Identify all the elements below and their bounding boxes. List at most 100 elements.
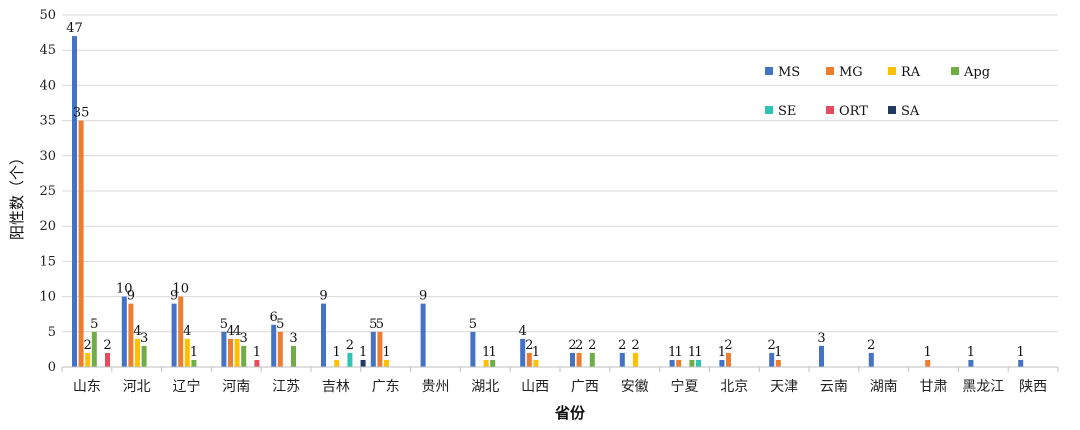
x-category-label: 贵州 (422, 379, 450, 395)
data-label: 5 (376, 317, 384, 332)
bar-mg (277, 331, 283, 367)
bar-ra (135, 338, 140, 367)
data-label: 1 (333, 345, 341, 360)
data-label: 1 (688, 345, 696, 360)
x-category-label: 陕西 (1019, 379, 1047, 395)
data-label: 1 (967, 345, 975, 360)
bar-mg (576, 352, 582, 367)
x-axis: 山东 河北 辽宁 河南 江苏 吉林 广东 贵州 湖北 山西 广西 安徽 宁夏 北京 天津 云南 湖南 甘肃 黑龙江陕… (61, 366, 1059, 395)
data-label: 2 (618, 338, 626, 353)
data-label: 3 (817, 331, 825, 346)
data-label: 1 (774, 345, 782, 360)
bars (72, 36, 1024, 368)
bar-apg (91, 331, 97, 367)
data-label: 4 (519, 324, 527, 339)
legend-swatch-sa (888, 106, 896, 114)
legend-swatch-mg (826, 67, 834, 75)
legend-swatch-ms (765, 67, 773, 75)
bar-mg (925, 359, 931, 367)
y-tick-label: 5 (48, 325, 56, 340)
x-category-label: 江苏 (272, 379, 300, 395)
data-label: 9 (127, 289, 135, 304)
data-label: 3 (240, 331, 248, 346)
legend-label-ra: RA (901, 65, 921, 80)
legend-swatch-apg (951, 67, 959, 75)
data-label: 1 (694, 345, 702, 360)
data-label: 10 (172, 282, 189, 297)
x-category-label: 山西 (521, 379, 549, 395)
bar-ms (619, 352, 625, 367)
x-axis-title: 省份 (554, 404, 586, 422)
bar-ra (334, 359, 340, 367)
bar-ms (819, 345, 824, 367)
data-label: 6 (270, 310, 278, 325)
data-label: 35 (73, 106, 90, 121)
bar-ra (533, 359, 539, 367)
bar-apg (689, 359, 695, 367)
data-label: 1 (382, 345, 390, 360)
legend-swatch-ort (826, 106, 834, 114)
data-label: 2 (103, 338, 111, 353)
bar-ms (221, 331, 227, 367)
data-label: 4 (233, 324, 241, 339)
x-category-label: 北京 (720, 379, 748, 395)
bar-mg (775, 359, 781, 367)
data-label: 9 (170, 289, 178, 304)
bar-apg (490, 359, 496, 367)
y-tick-label: 50 (39, 8, 56, 23)
bar-ms (719, 359, 725, 367)
data-label: 1 (532, 345, 540, 360)
data-label: 2 (724, 338, 732, 353)
bar-apg (291, 345, 296, 367)
bar-apg (191, 359, 197, 367)
data-label: 2 (768, 338, 776, 353)
data-label: 4 (183, 324, 191, 339)
bar-ms (470, 331, 476, 367)
bar-ms (868, 352, 874, 367)
data-label: 1 (359, 345, 367, 360)
x-category-label: 黑龙江 (962, 379, 1004, 395)
data-label: 1 (489, 345, 497, 360)
y-tick-label: 40 (39, 78, 56, 93)
data-label: 2 (84, 338, 92, 353)
y-axis-title: 阳性数（个） (8, 150, 26, 240)
x-category-label: 宁夏 (671, 378, 699, 395)
legend-swatch-ra (888, 67, 896, 75)
bar-ort (105, 352, 110, 367)
legend: MS MG RA Apg SE ORT SA (765, 65, 990, 119)
y-tick-label: 20 (39, 219, 56, 234)
data-label: 47 (66, 21, 83, 36)
data-label: 1 (482, 345, 490, 360)
bar-ort (254, 359, 260, 367)
grid-lines (62, 14, 1058, 333)
legend-label-mg: MG (839, 65, 863, 80)
data-label: 2 (568, 338, 576, 353)
data-label: 2 (346, 338, 354, 353)
data-label: 9 (419, 289, 427, 304)
legend-label-se: SE (778, 104, 796, 119)
bar-apg (141, 345, 147, 367)
legend-label-ms: MS (778, 65, 800, 80)
data-label: 2 (575, 338, 583, 353)
bar-mg (228, 338, 233, 367)
data-label: 2 (867, 338, 875, 353)
x-category-label: 天津 (770, 379, 798, 395)
data-label: 10 (116, 282, 133, 297)
data-label: 3 (140, 331, 148, 346)
data-label: 9 (319, 289, 327, 304)
bar-ra (234, 338, 240, 367)
y-tick-label: 35 (39, 114, 56, 129)
data-label: 2 (525, 338, 533, 353)
x-category-label: 安徽 (621, 379, 649, 395)
data-label: 5 (90, 317, 98, 332)
bar-ms (171, 303, 177, 367)
y-tick-label: 45 (39, 43, 56, 58)
data-label: 2 (631, 338, 639, 353)
bar-ms (1018, 359, 1024, 367)
x-category-label: 辽宁 (173, 378, 201, 395)
bar-ra (633, 352, 638, 367)
x-category-label: 甘肃 (920, 379, 948, 395)
y-tick-label: 30 (39, 149, 56, 164)
